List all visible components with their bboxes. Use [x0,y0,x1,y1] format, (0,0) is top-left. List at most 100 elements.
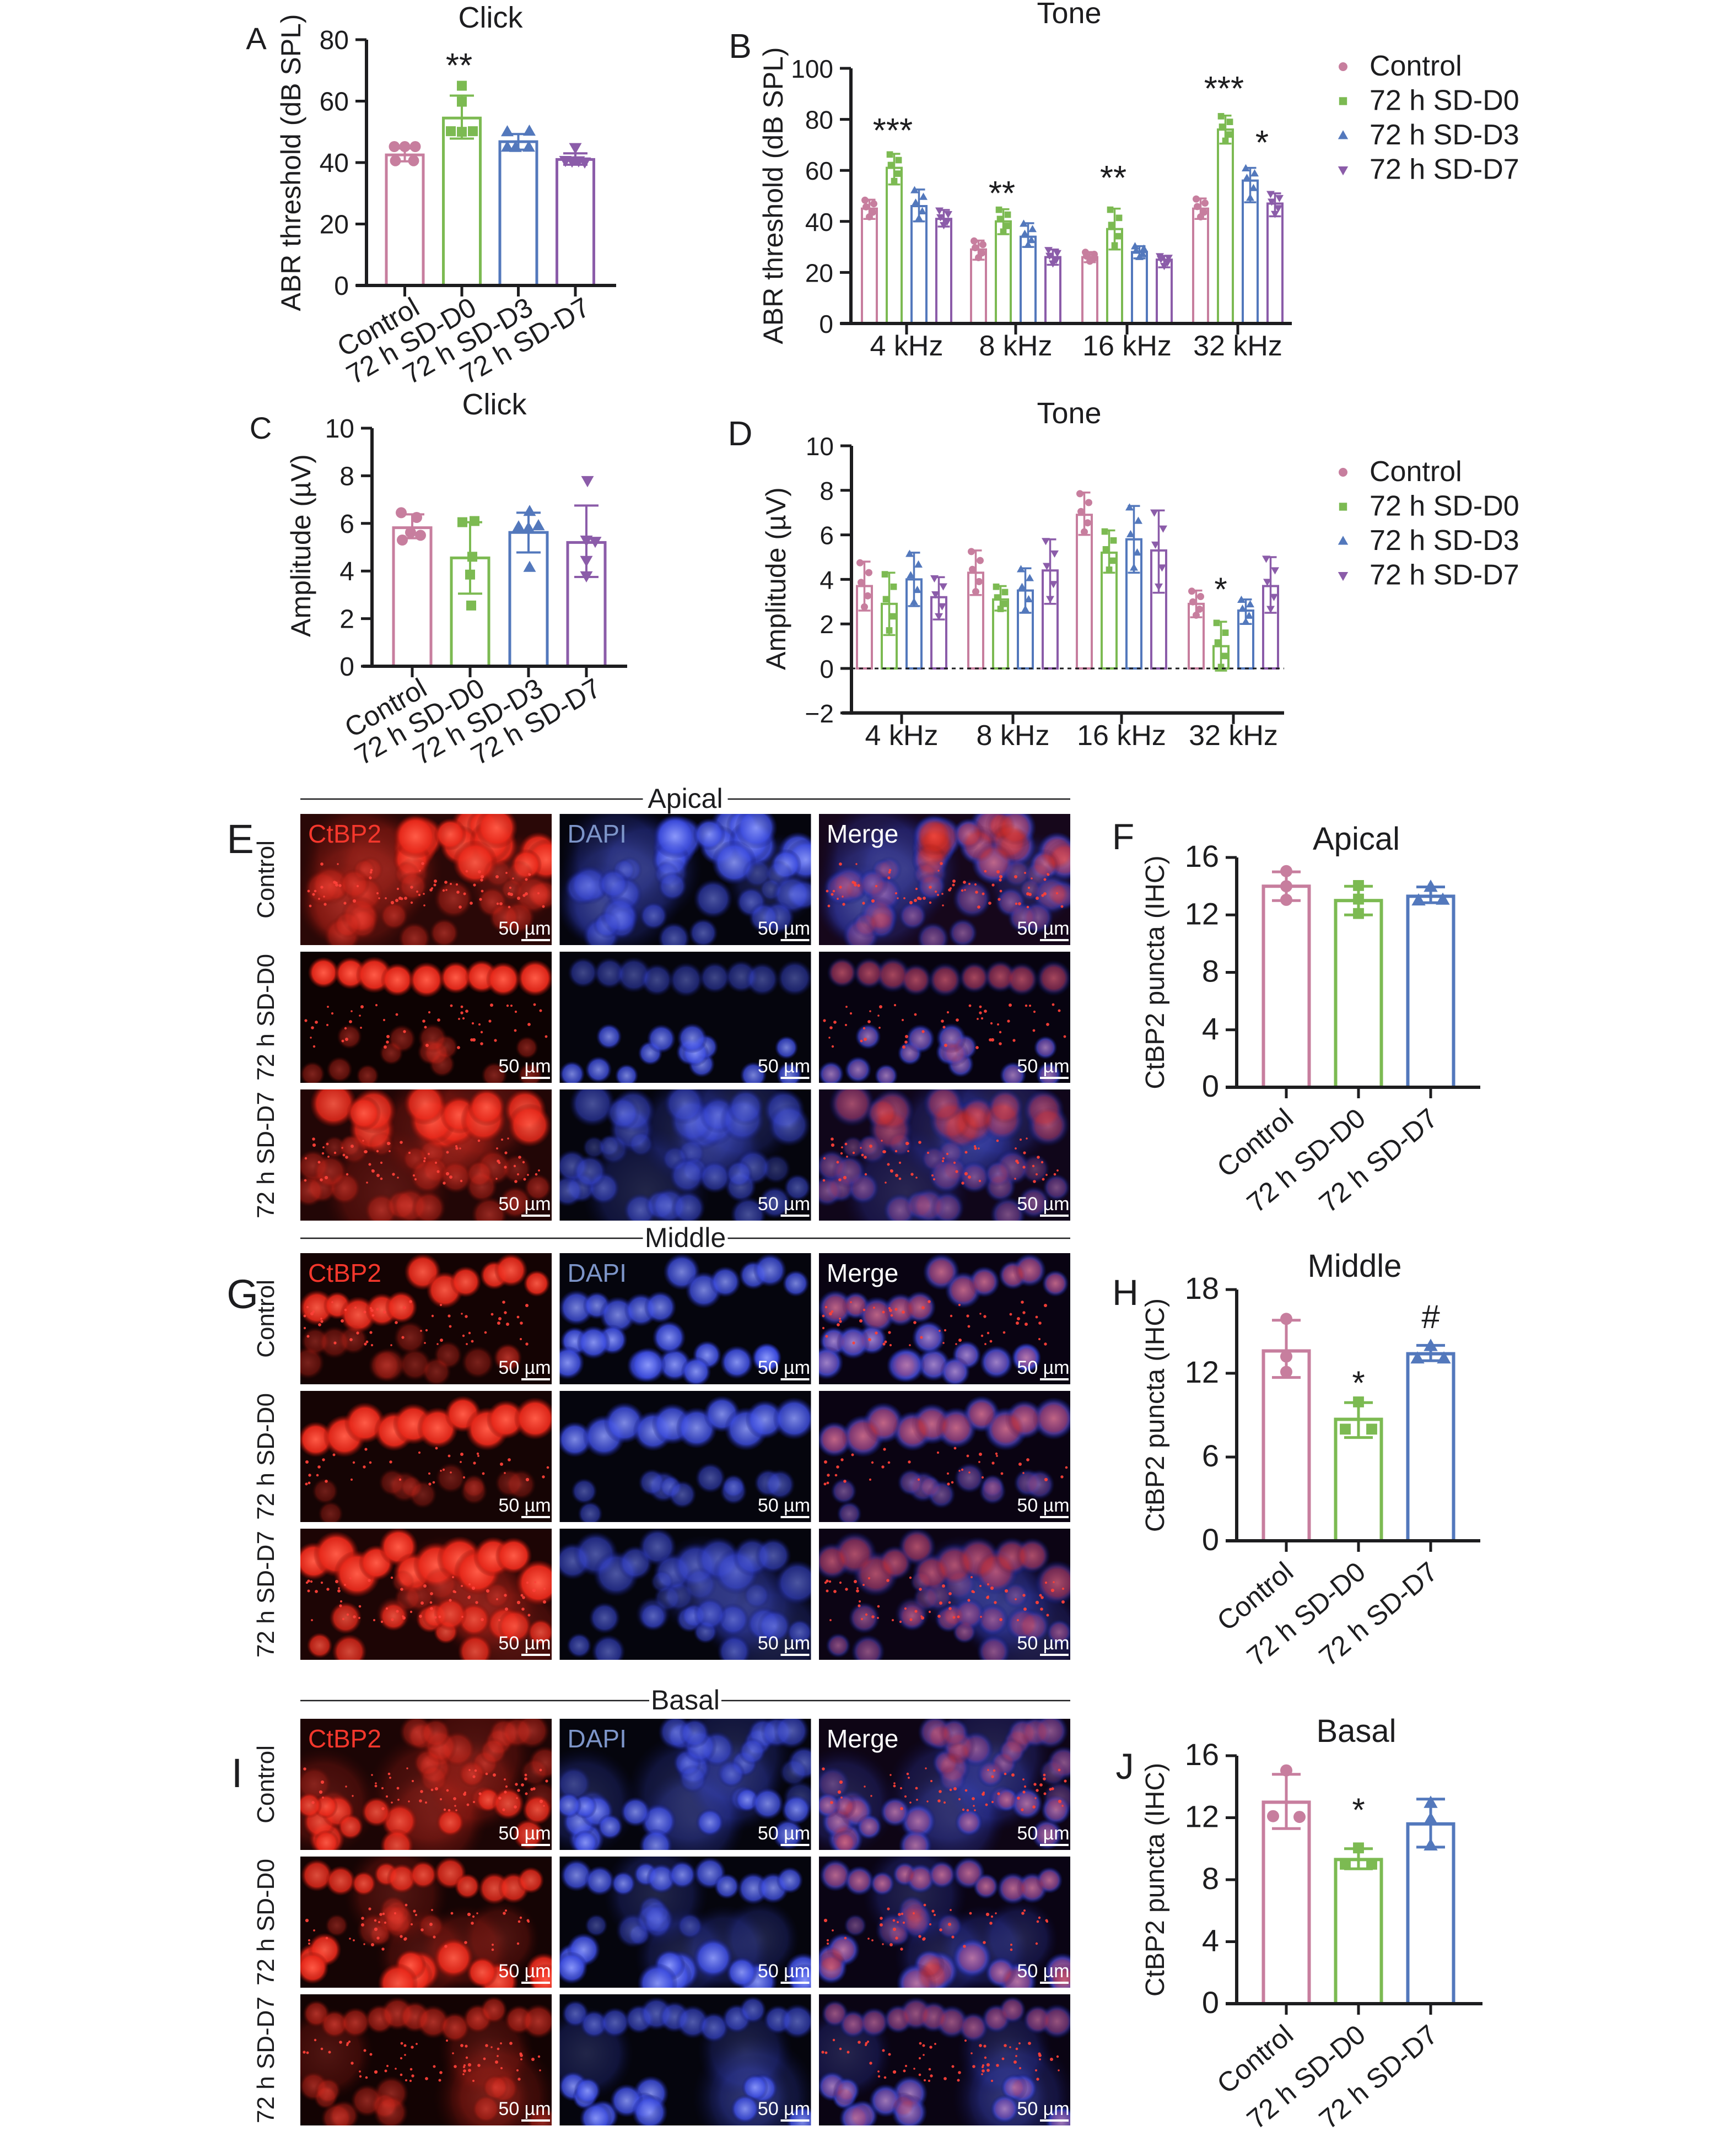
svg-text:60: 60 [805,157,833,185]
svg-text:4: 4 [820,565,834,594]
svg-text:72 h SD-D7: 72 h SD-D7 [252,1092,279,1218]
svg-text:4 kHz: 4 kHz [865,720,939,752]
svg-text:80: 80 [805,106,833,134]
svg-text:50 µm: 50 µm [758,1633,810,1654]
svg-text:0: 0 [819,310,833,338]
svg-text:8: 8 [1202,954,1219,989]
svg-text:Apical: Apical [1313,821,1400,857]
svg-text:50 µm: 50 µm [758,1823,810,1844]
svg-text:4 kHz: 4 kHz [870,330,944,362]
svg-text:**: ** [989,175,1015,213]
svg-text:Control: Control [252,1745,279,1823]
svg-text:32 kHz: 32 kHz [1193,330,1282,362]
svg-text:CtBP2: CtBP2 [308,1724,381,1753]
svg-text:8 kHz: 8 kHz [977,720,1050,752]
svg-text:4: 4 [1202,1011,1219,1046]
svg-text:Middle: Middle [1308,1248,1402,1284]
svg-text:50 µm: 50 µm [1017,1633,1069,1654]
svg-text:50 µm: 50 µm [1017,1194,1069,1215]
svg-text:DAPI: DAPI [568,819,627,848]
svg-text:20: 20 [320,211,349,240]
svg-text:50 µm: 50 µm [498,1495,551,1516]
svg-text:CtBP2: CtBP2 [308,819,381,848]
svg-text:Basal: Basal [1316,1713,1396,1749]
svg-text:*: * [1352,1792,1365,1828]
svg-text:72 h SD-D7: 72 h SD-D7 [252,1997,279,2123]
svg-text:50 µm: 50 µm [498,1823,551,1844]
svg-text:Control: Control [1370,456,1462,488]
svg-text:***: *** [873,112,913,150]
svg-text:100: 100 [791,55,833,83]
svg-text:50 µm: 50 µm [758,918,810,939]
svg-text:Basal: Basal [651,1685,720,1715]
svg-text:*: * [1255,124,1269,162]
svg-text:6: 6 [820,521,834,550]
svg-text:50 µm: 50 µm [1017,1961,1069,1982]
svg-text:0: 0 [1202,1522,1219,1557]
svg-text:72 h SD-D0: 72 h SD-D0 [252,1859,279,1985]
svg-text:DAPI: DAPI [568,1724,627,1753]
svg-text:Click: Click [459,1,524,34]
svg-text:8: 8 [1202,1861,1219,1896]
svg-text:CtBP2 puncta (IHC): CtBP2 puncta (IHC) [1141,1763,1170,1997]
svg-text:50 µm: 50 µm [498,1961,551,1982]
svg-text:CtBP2: CtBP2 [308,1259,381,1287]
svg-text:*: * [1352,1364,1365,1401]
svg-text:20: 20 [805,258,833,287]
svg-text:12: 12 [1185,1799,1219,1834]
svg-text:Control: Control [252,840,279,919]
svg-text:CtBP2 puncta (IHC): CtBP2 puncta (IHC) [1141,1298,1170,1532]
svg-text:Control: Control [1370,50,1462,82]
svg-text:50 µm: 50 µm [758,1357,810,1378]
svg-text:8: 8 [339,462,354,491]
svg-text:80: 80 [320,26,349,55]
svg-text:Merge: Merge [827,819,898,848]
svg-text:A: A [246,21,267,56]
svg-text:12: 12 [1185,896,1219,931]
svg-text:50 µm: 50 µm [498,1357,551,1378]
svg-text:CtBP2 puncta (IHC): CtBP2 puncta (IHC) [1141,855,1170,1089]
svg-text:72 h SD-D7: 72 h SD-D7 [1370,559,1519,591]
svg-text:72 h SD-D3: 72 h SD-D3 [1370,525,1519,557]
svg-text:2: 2 [820,610,834,639]
svg-text:6: 6 [339,510,354,539]
svg-text:50 µm: 50 µm [1017,2098,1069,2119]
svg-text:50 µm: 50 µm [1017,1495,1069,1516]
svg-text:50 µm: 50 µm [498,1056,551,1077]
svg-text:50 µm: 50 µm [758,1194,810,1215]
svg-text:18: 18 [1185,1271,1219,1305]
svg-text:60: 60 [320,88,349,117]
svg-text:72 h SD-D7: 72 h SD-D7 [1370,154,1519,186]
svg-text:**: ** [1100,159,1126,197]
svg-text:D: D [728,415,753,453]
svg-text:50 µm: 50 µm [1017,1823,1069,1844]
svg-text:E: E [227,816,254,862]
svg-text:F: F [1112,816,1134,857]
svg-text:50 µm: 50 µm [498,1633,551,1654]
svg-text:6: 6 [1202,1438,1219,1473]
svg-text:ABR threshold (dB SPL): ABR threshold (dB SPL) [276,14,306,311]
svg-text:50 µm: 50 µm [1017,918,1069,939]
svg-text:16 kHz: 16 kHz [1077,720,1166,752]
svg-text:50 µm: 50 µm [1017,1357,1069,1378]
svg-text:40: 40 [320,149,349,178]
svg-text:8: 8 [820,477,834,505]
svg-text:**: ** [446,47,472,85]
svg-text:H: H [1112,1272,1139,1313]
svg-text:72 h SD-D0: 72 h SD-D0 [252,1393,279,1520]
svg-text:4: 4 [339,557,354,586]
svg-text:−2: −2 [805,699,834,728]
svg-text:72 h SD-D3: 72 h SD-D3 [1370,119,1519,151]
svg-text:ABR threshold (dB SPL): ABR threshold (dB SPL) [758,47,789,344]
svg-text:8 kHz: 8 kHz [979,330,1053,362]
svg-text:0: 0 [1202,1069,1219,1103]
svg-text:10: 10 [325,414,354,444]
svg-text:Control: Control [252,1280,279,1358]
svg-text:C: C [250,411,272,445]
svg-text:0: 0 [820,655,834,683]
svg-text:72 h SD-D0: 72 h SD-D0 [1370,490,1519,522]
svg-text:16: 16 [1185,1737,1219,1772]
svg-text:Middle: Middle [645,1222,726,1253]
svg-text:50 µm: 50 µm [758,2098,810,2119]
svg-text:#: # [1421,1298,1440,1335]
